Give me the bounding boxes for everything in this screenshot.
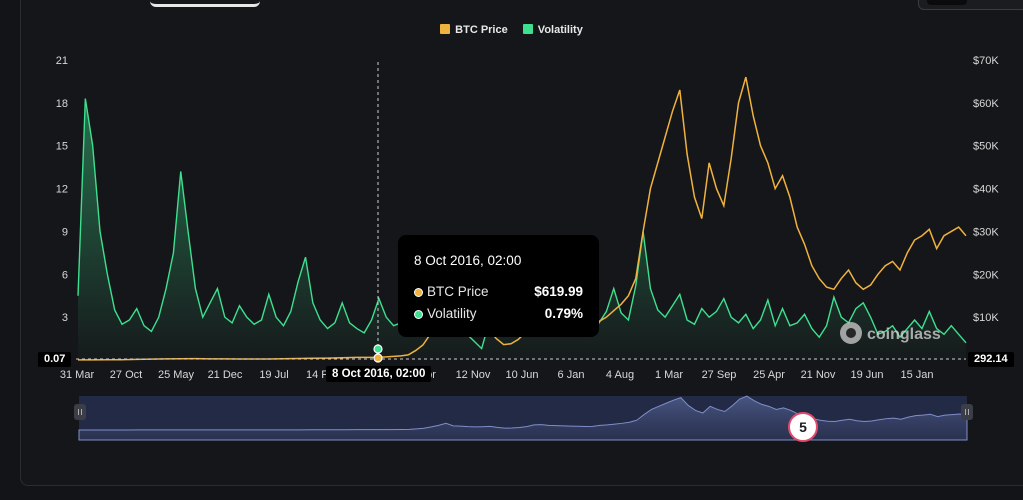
x-tick-label: 21 Nov [801,369,836,381]
left-tick-label: 3 [62,312,68,324]
right-tick-label: $10K [973,312,999,324]
legend-swatch-btc [440,24,451,34]
legend-swatch-volatility [522,24,533,34]
right-tick-label: $70K [973,55,999,67]
left-tick-label: 18 [56,98,68,110]
range-slider-left-handle[interactable] [74,404,86,420]
x-tick-label: 19 Jun [850,369,883,381]
tooltip-dot-volatility [414,310,423,319]
tooltip-label-volatility: Volatility [427,306,477,321]
legend-item-btc[interactable]: BTC Price [440,24,508,36]
x-tick-label: 27 Oct [110,369,142,381]
left-tick-label: 21 [56,55,68,67]
tooltip-value-btc: $619.99 [534,284,583,299]
watermark: coinglass [840,322,941,344]
tooltip-value-volatility: 0.79% [544,306,583,321]
left-tick-label: 12 [56,184,68,196]
x-tick-label: 6 Jan [558,369,585,381]
x-tick-label: 25 Apr [753,369,785,381]
x-tick-label: 31 Mar [60,369,95,381]
legend-label-volatility: Volatility [537,24,583,36]
tooltip: 8 Oct 2016, 02:00 BTC Price $619.99 Vola… [398,235,599,337]
watermark-text: coinglass [867,326,941,343]
right-tick-label: $30K [973,226,999,238]
left-tick-label: 6 [62,269,68,281]
x-tick-label: 14 F [306,369,328,381]
legend-label-btc: BTC Price [455,24,508,36]
coinglass-logo-icon [840,322,862,344]
range-slider-right-handle[interactable] [961,404,973,420]
x-tick-label: 4 Aug [606,369,634,381]
tooltip-dot-btc [414,288,423,297]
crosshair-point-btc [373,353,383,363]
btc-price-line [78,76,967,361]
legend-item-volatility[interactable]: Volatility [522,24,583,36]
slider-badge[interactable]: 5 [788,412,818,442]
x-tick-label: 21 Dec [208,369,243,381]
tooltip-title: 8 Oct 2016, 02:00 [414,253,522,268]
toggle-control[interactable] [918,0,1023,10]
volatility-area [78,98,966,361]
x-axis-crosshair-badge: 8 Oct 2016, 02:00 [326,366,432,382]
header-title-fragment [150,0,260,7]
range-slider-preview [78,395,968,441]
x-tick-label: 12 Nov [456,369,491,381]
left-axis-crosshair-badge: 0.07 [38,352,72,367]
right-tick-label: $40K [973,184,999,196]
crosshair-point-volatility [373,344,383,354]
tooltip-row-volatility: Volatility 0.79% [414,306,585,324]
right-tick-label: $50K [973,141,999,153]
x-tick-label: 25 May [158,369,195,381]
x-tick-label: 1 Mar [655,369,683,381]
right-axis-crosshair-badge: 292.14 [968,352,1014,367]
left-tick-label: 9 [62,226,68,238]
tooltip-row-btc: BTC Price $619.99 [414,284,585,302]
x-tick-label: 27 Sep [702,369,737,381]
right-tick-label: $60K [973,98,999,110]
right-tick-label: $20K [973,269,999,281]
left-tick-label: 15 [56,141,68,153]
x-tick-label: 19 Jul [259,369,288,381]
tooltip-label-btc: BTC Price [427,284,489,299]
legend: BTC Price Volatility [0,24,1023,36]
x-tick-label: 10 Jun [505,369,538,381]
x-tick-label: 15 Jan [900,369,933,381]
toggle-knob [927,0,967,5]
